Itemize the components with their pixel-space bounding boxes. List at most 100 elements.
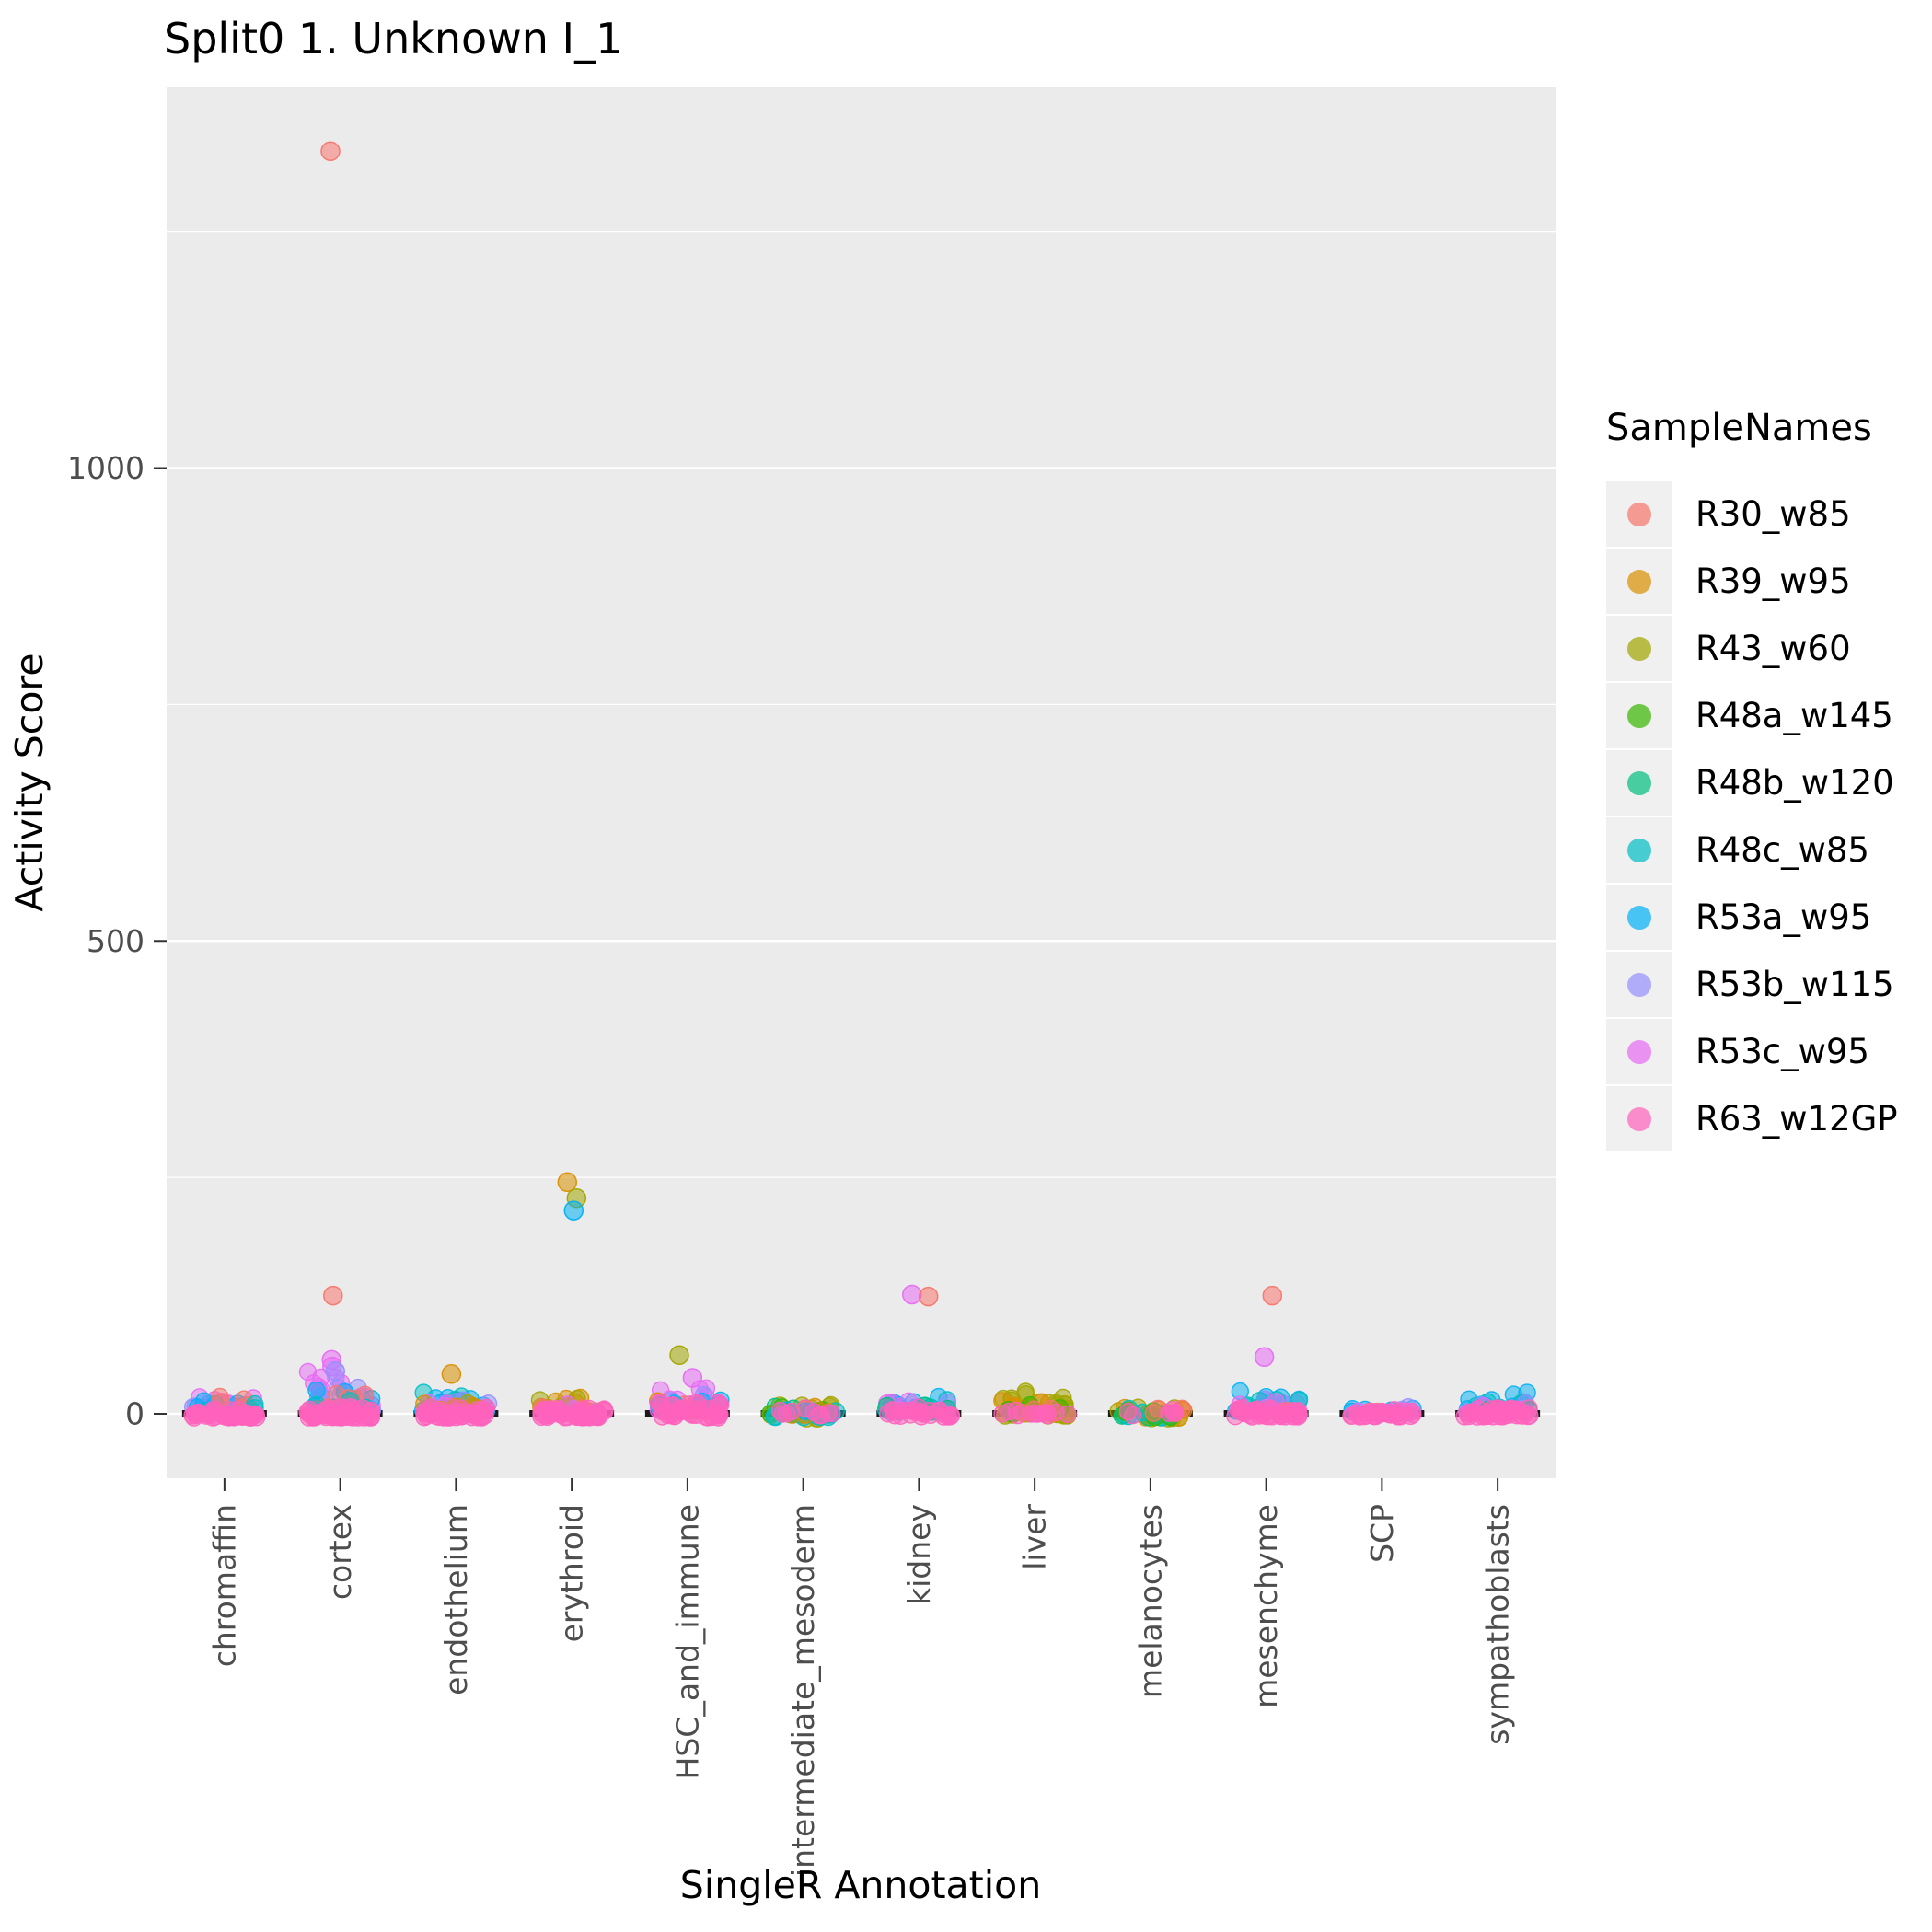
legend-key-dot — [1626, 1106, 1651, 1131]
legend-entry: R63_w12GP — [1606, 1085, 1898, 1152]
legend-key-dot — [1626, 770, 1651, 795]
legend-entry-label: R48b_w120 — [1695, 763, 1894, 803]
outlier-point — [1262, 1285, 1283, 1306]
x-tick-label: melanocytes — [1132, 1504, 1168, 1698]
legend-key — [1606, 1086, 1672, 1151]
legend-key-dot — [1626, 502, 1651, 526]
data-point — [573, 1408, 592, 1427]
legend-entry-label: R63_w12GP — [1695, 1099, 1898, 1139]
y-tick-label: 500 — [87, 923, 145, 959]
plot-title: Split0 1. Unknown I_1 — [164, 14, 622, 64]
legend-entry: R53b_w115 — [1606, 951, 1898, 1018]
axes-layer: 0 500 1000 chromaffin cortex endothelium eryth… — [67, 450, 1516, 1877]
x-tick-label: cortex — [322, 1504, 358, 1600]
data-point — [1347, 1404, 1365, 1423]
data-point — [1519, 1406, 1537, 1426]
legend-entry-label: R53a_w95 — [1695, 897, 1872, 937]
data-point — [1118, 1402, 1138, 1421]
data-point — [770, 1401, 790, 1420]
legend-key — [1606, 616, 1672, 681]
data-point — [1028, 1405, 1047, 1423]
data-point — [334, 1405, 353, 1423]
legend-key-dot — [1626, 636, 1651, 661]
outlier-point — [441, 1364, 462, 1384]
plot-panel — [167, 87, 1556, 1478]
legend: SampleNames R30_w85 R39_w95 R43_w60 R48a_w1… — [1606, 407, 1898, 1152]
data-point — [1254, 1406, 1273, 1425]
legend-key — [1606, 481, 1672, 547]
x-tick-label: mesenchyme — [1248, 1504, 1284, 1708]
x-tick-label: intermediate_mesoderm — [785, 1504, 821, 1877]
panel-background — [167, 87, 1556, 1478]
outlier-point — [325, 1361, 346, 1382]
legend-entry: R53c_w95 — [1606, 1018, 1898, 1085]
data-point — [1462, 1403, 1480, 1421]
legend-entry: R39_w95 — [1606, 548, 1898, 615]
legend-entry: R48b_w120 — [1606, 749, 1898, 816]
x-tick-label: kidney — [901, 1504, 937, 1605]
legend-key — [1606, 750, 1672, 816]
data-point — [1479, 1403, 1498, 1422]
data-point — [238, 1406, 257, 1425]
x-tick-label: SCP — [1364, 1504, 1400, 1563]
data-point — [689, 1401, 709, 1420]
legend-key — [1606, 549, 1672, 614]
outlier-point — [320, 141, 341, 162]
data-point — [665, 1406, 684, 1426]
data-point — [469, 1408, 487, 1427]
data-point — [1144, 1404, 1163, 1422]
legend-key — [1606, 1019, 1672, 1084]
outlier-point — [669, 1345, 689, 1366]
legend-key-dot — [1626, 905, 1651, 930]
legend-entry: R43_w60 — [1606, 615, 1898, 682]
data-point — [360, 1406, 378, 1425]
data-point — [299, 1408, 318, 1427]
outlier-point — [563, 1200, 584, 1221]
legend-key — [1606, 817, 1672, 883]
legend-entry-label: R39_w95 — [1695, 561, 1851, 601]
data-point — [1059, 1405, 1077, 1424]
legend-entry: R48c_w85 — [1606, 816, 1898, 884]
y-tick-label: 0 — [125, 1396, 145, 1432]
x-tick-label: HSC_and_immune — [669, 1504, 705, 1779]
data-point — [934, 1407, 954, 1426]
legend-key-dot — [1626, 972, 1651, 997]
outlier-point — [1254, 1347, 1275, 1368]
y-tick-label: 1000 — [67, 450, 145, 486]
data-point — [898, 1401, 917, 1420]
data-point — [430, 1407, 448, 1427]
legend-key-dot — [1626, 1039, 1651, 1064]
data-point — [307, 1381, 326, 1400]
x-tick-label: sympathoblasts — [1480, 1504, 1516, 1745]
legend-entries: R30_w85 R39_w95 R43_w60 R48a_w145 R48b_w120 R… — [1606, 480, 1898, 1152]
y-axis-title: Activity Score — [7, 653, 52, 911]
legend-key-dot — [1626, 569, 1651, 594]
data-point — [541, 1400, 560, 1418]
data-point — [186, 1404, 205, 1423]
data-point — [711, 1406, 729, 1424]
legend-entry-label: R53c_w95 — [1695, 1032, 1869, 1071]
data-point — [810, 1406, 828, 1425]
data-point — [441, 1397, 459, 1416]
x-tick-label: endothelium — [438, 1504, 474, 1695]
legend-entry: R48a_w145 — [1606, 682, 1898, 749]
legend-entry: R30_w85 — [1606, 480, 1898, 548]
outlier-point — [323, 1285, 343, 1306]
legend-key — [1606, 683, 1672, 748]
data-point — [1159, 1404, 1178, 1422]
data-point — [588, 1405, 607, 1424]
legend-entry-label: R53b_w115 — [1695, 965, 1894, 1004]
outlier-point — [902, 1284, 922, 1305]
outlier-point — [918, 1286, 939, 1307]
data-point — [1501, 1399, 1521, 1417]
legend-entry-label: R48a_w145 — [1695, 696, 1893, 735]
outlier-point — [557, 1172, 578, 1193]
legend-entry-label: R48c_w85 — [1695, 830, 1869, 870]
data-point — [1007, 1401, 1025, 1420]
legend-key — [1606, 952, 1672, 1017]
data-point — [1384, 1405, 1404, 1423]
legend-key-dot — [1626, 838, 1651, 862]
data-point — [1365, 1406, 1383, 1426]
data-point — [1404, 1405, 1422, 1424]
